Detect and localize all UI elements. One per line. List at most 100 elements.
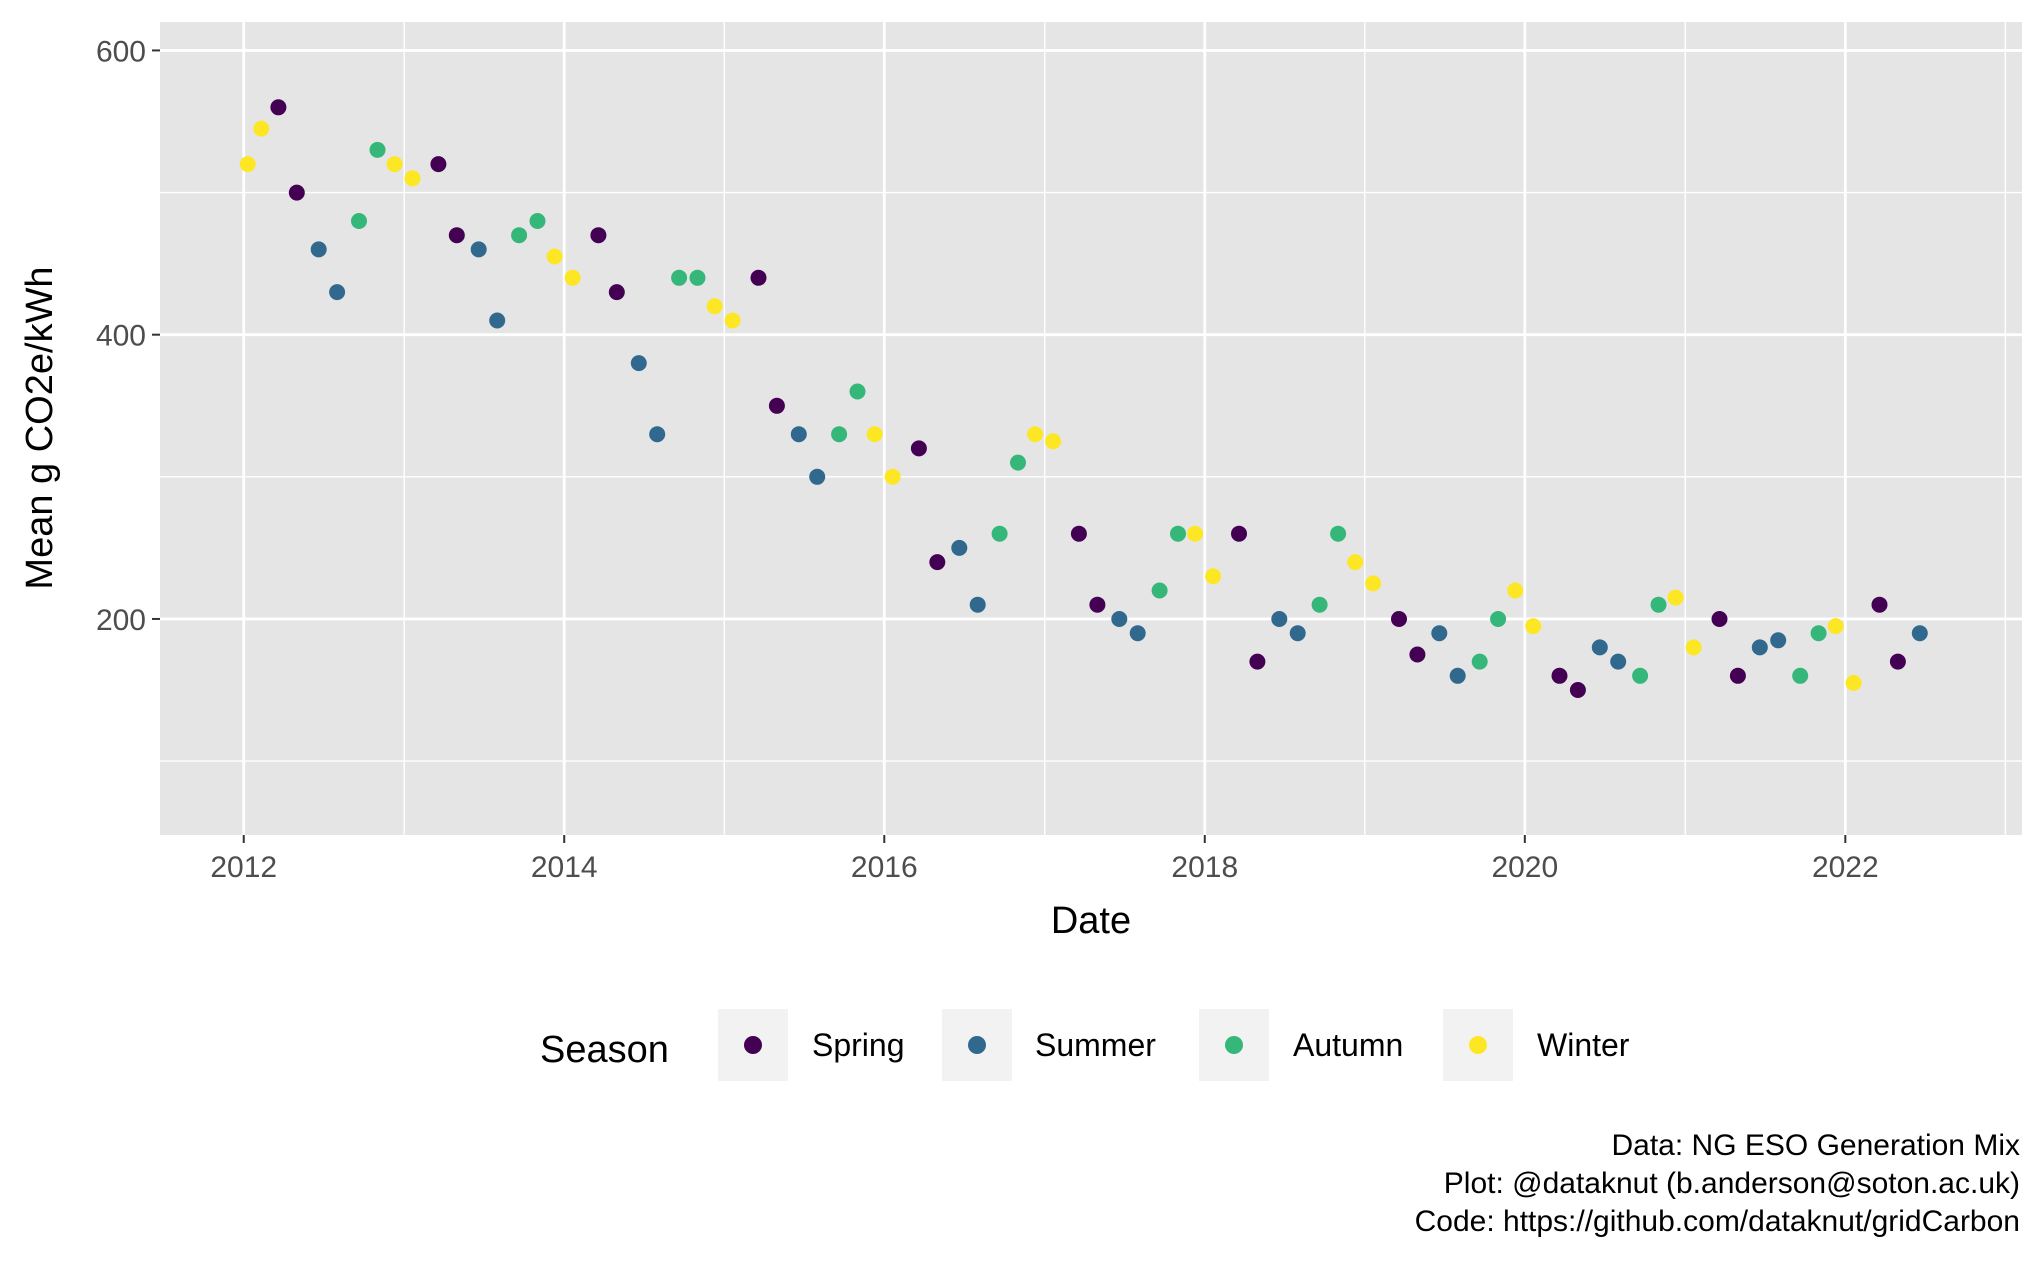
data-point-spring — [448, 227, 465, 244]
data-point-summer — [1289, 625, 1306, 642]
data-point-winter — [404, 170, 421, 187]
data-point-summer — [1129, 625, 1146, 642]
data-point-autumn — [1792, 667, 1809, 684]
legend-marker-autumn — [1225, 1036, 1243, 1054]
series-autumn — [351, 141, 1827, 684]
data-point-spring — [608, 284, 625, 301]
data-point-spring — [1551, 667, 1568, 684]
minor-gridlines — [160, 22, 2022, 835]
data-point-winter — [1205, 568, 1222, 585]
data-point-spring — [1871, 596, 1888, 613]
data-point-winter — [724, 312, 741, 329]
data-point-summer — [969, 596, 986, 613]
data-points — [239, 99, 1928, 698]
data-point-winter — [1685, 639, 1702, 656]
data-point-autumn — [1151, 582, 1168, 599]
data-point-autumn — [1810, 625, 1827, 642]
data-point-summer — [470, 241, 487, 258]
caption-line-3: Code: https://github.com/dataknut/gridCa… — [1415, 1205, 2020, 1238]
data-point-winter — [866, 426, 883, 443]
y-axis: 200 400 600 — [96, 35, 160, 637]
data-point-winter — [1347, 554, 1364, 571]
data-point-winter — [1667, 589, 1684, 606]
data-point-autumn — [1650, 596, 1667, 613]
x-tick-label: 2022 — [1812, 851, 1879, 884]
legend: Season Spring Summer Autumn Winter — [540, 1009, 1630, 1081]
data-point-winter — [1827, 618, 1844, 635]
data-point-winter — [239, 156, 256, 173]
data-point-autumn — [991, 525, 1008, 542]
legend-label-spring: Spring — [812, 1027, 905, 1063]
data-point-summer — [310, 241, 327, 258]
data-point-summer — [1431, 625, 1448, 642]
data-point-autumn — [511, 227, 528, 244]
data-point-summer — [1271, 611, 1288, 627]
data-point-summer — [1770, 632, 1787, 649]
data-point-summer — [1591, 639, 1608, 656]
legend-marker-spring — [744, 1036, 762, 1054]
data-point-spring — [1089, 596, 1106, 613]
data-point-spring — [1409, 646, 1426, 663]
data-point-summer — [1751, 639, 1768, 656]
data-point-summer — [951, 539, 968, 556]
data-point-winter — [1845, 674, 1862, 691]
data-point-autumn — [849, 383, 866, 400]
data-point-summer — [649, 426, 666, 443]
data-point-autumn — [831, 426, 848, 443]
caption: Data: NG ESO Generation Mix Plot: @datak… — [1415, 1129, 2020, 1238]
data-point-autumn — [1311, 596, 1328, 613]
data-point-summer — [1111, 611, 1128, 627]
data-point-autumn — [1330, 525, 1347, 542]
data-point-summer — [1911, 625, 1928, 642]
data-point-summer — [329, 284, 346, 301]
data-point-spring — [1070, 525, 1087, 542]
data-point-spring — [929, 554, 946, 571]
data-point-autumn — [1471, 653, 1488, 670]
data-point-autumn — [1170, 525, 1186, 542]
data-point-summer — [489, 312, 506, 329]
data-point-winter — [884, 468, 901, 485]
series-winter — [239, 120, 1862, 691]
legend-label-summer: Summer — [1035, 1027, 1156, 1063]
caption-line-2: Plot: @dataknut (b.anderson@soton.ac.uk) — [1444, 1167, 2020, 1200]
data-point-spring — [910, 440, 927, 457]
x-tick-label: 2012 — [210, 851, 277, 884]
series-spring — [270, 99, 1906, 698]
legend-marker-summer — [968, 1036, 986, 1054]
data-point-summer — [790, 426, 807, 443]
data-point-summer — [809, 468, 826, 485]
series-summer — [310, 241, 1928, 684]
data-point-spring — [430, 156, 447, 173]
x-tick-label: 2020 — [1491, 851, 1558, 884]
data-point-winter — [564, 269, 581, 286]
data-point-winter — [386, 156, 403, 173]
data-point-spring — [270, 99, 287, 116]
caption-line-1: Data: NG ESO Generation Mix — [1612, 1129, 2021, 1162]
data-point-spring — [1889, 653, 1906, 670]
data-point-summer — [1449, 667, 1466, 684]
legend-label-autumn: Autumn — [1293, 1027, 1403, 1063]
data-point-spring — [1711, 611, 1728, 627]
data-point-spring — [768, 397, 785, 414]
data-point-autumn — [1632, 667, 1649, 684]
data-point-spring — [1729, 667, 1746, 684]
data-point-winter — [1027, 426, 1044, 443]
data-point-spring — [1249, 653, 1266, 670]
data-point-autumn — [689, 269, 706, 286]
x-axis: 2012 2014 2016 2018 2020 2022 — [210, 835, 1879, 884]
data-point-autumn — [1490, 611, 1507, 627]
legend-label-winter: Winter — [1537, 1027, 1630, 1063]
plot-panel — [160, 22, 2022, 835]
data-point-spring — [590, 227, 607, 244]
x-axis-title: Date — [1051, 900, 1131, 942]
data-point-spring — [288, 184, 305, 201]
legend-marker-winter — [1469, 1036, 1487, 1054]
data-point-winter — [706, 298, 723, 315]
data-point-spring — [1231, 525, 1247, 542]
data-point-summer — [630, 355, 647, 372]
data-point-winter — [1187, 525, 1204, 542]
x-tick-label: 2016 — [851, 851, 918, 884]
x-tick-label: 2018 — [1171, 851, 1238, 884]
data-point-autumn — [351, 213, 367, 229]
